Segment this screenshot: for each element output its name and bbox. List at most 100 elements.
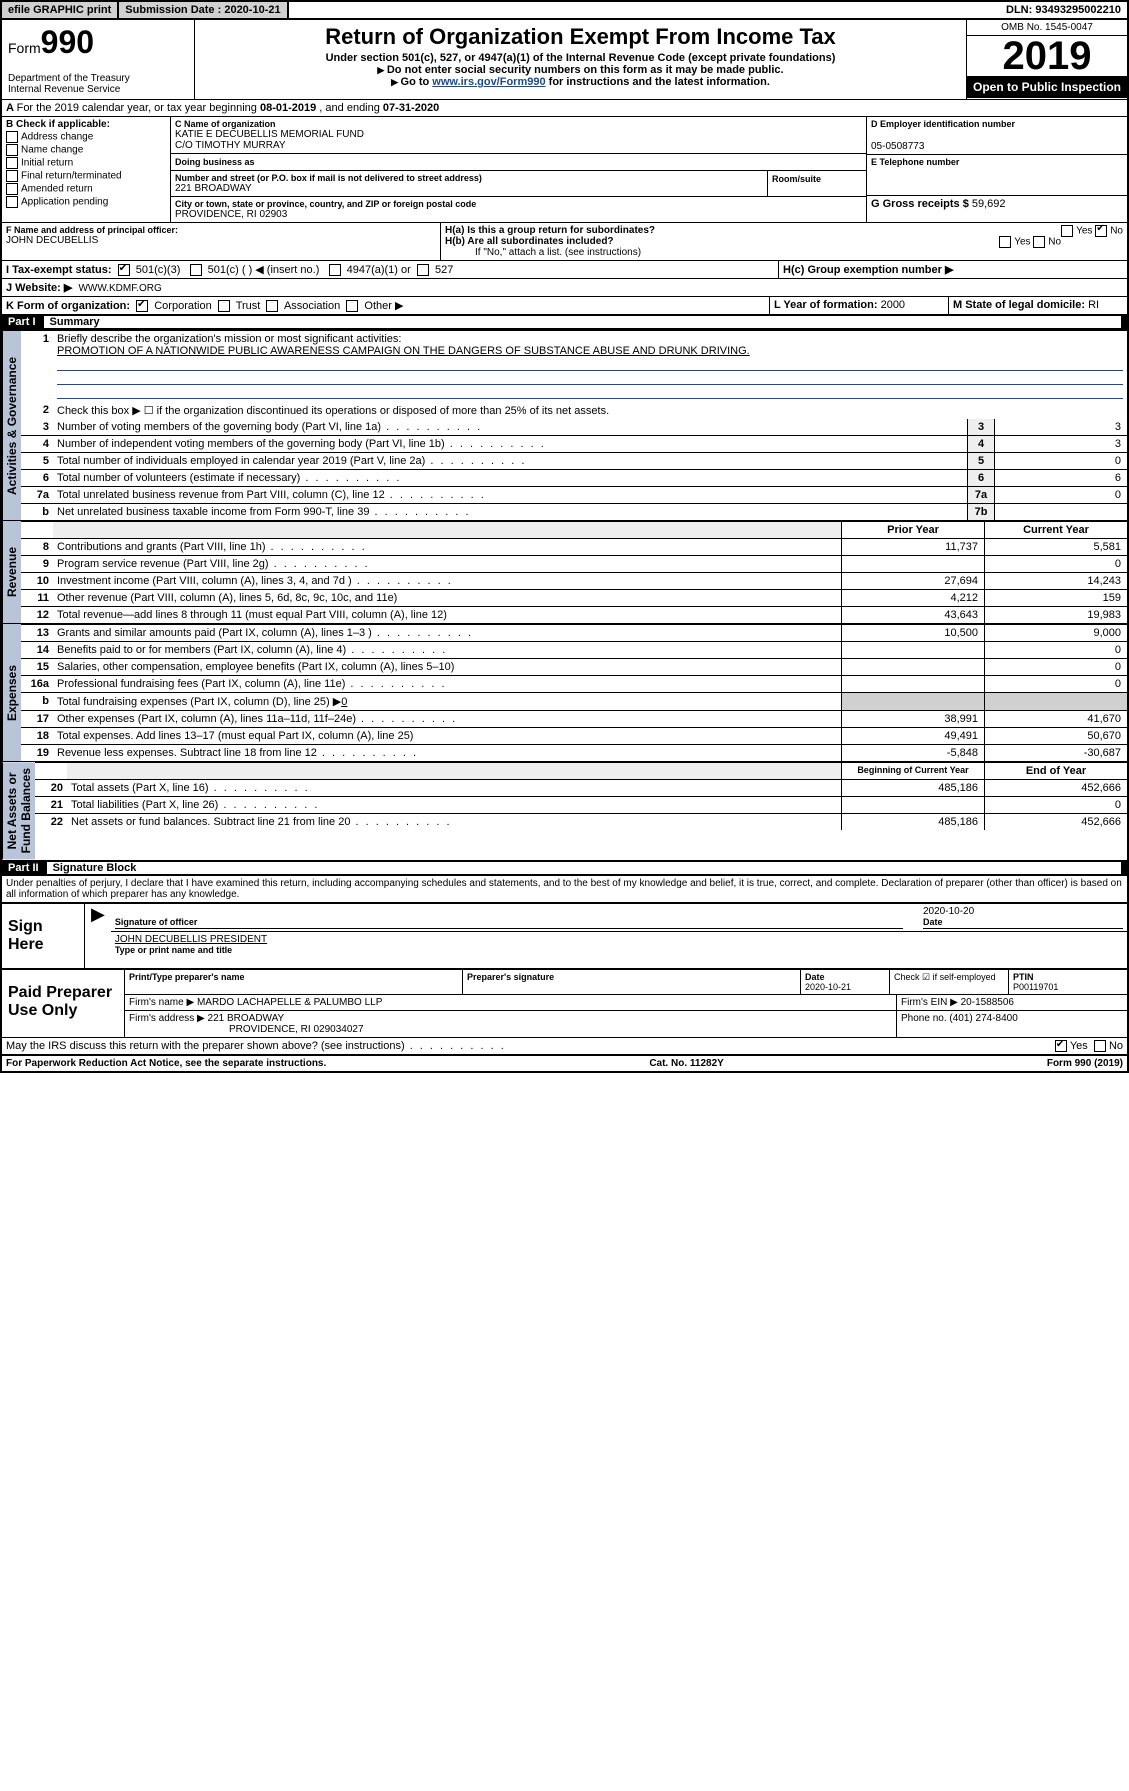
org-name: KATIE E DECUBELLIS MEMORIAL FUND <box>175 129 862 140</box>
paid-preparer-block: Paid Preparer Use Only Print/Type prepar… <box>2 968 1127 1037</box>
toolbar-spacer <box>289 2 1000 18</box>
p16a <box>841 676 984 692</box>
form990-link[interactable]: www.irs.gov/Form990 <box>432 76 545 88</box>
officer-group-row: F Name and address of principal officer:… <box>2 222 1127 260</box>
chk-address-change[interactable]: Address change <box>6 131 166 143</box>
chk-amended-return[interactable]: Amended return <box>6 183 166 195</box>
cat-no: Cat. No. 11282Y <box>649 1058 723 1069</box>
c11: 159 <box>984 590 1127 606</box>
p12: 43,643 <box>841 607 984 623</box>
c13: 9,000 <box>984 625 1127 641</box>
self-employed-check[interactable]: Check ☑ if self-employed <box>890 970 1009 994</box>
firm-ein: 20-1588506 <box>961 997 1014 1008</box>
c21: 0 <box>984 797 1127 813</box>
org-city: PROVIDENCE, RI 02903 <box>175 209 862 220</box>
discuss-row: May the IRS discuss this return with the… <box>2 1037 1127 1054</box>
chk-final-return[interactable]: Final return/terminated <box>6 170 166 182</box>
p11: 4,212 <box>841 590 984 606</box>
c14: 0 <box>984 642 1127 658</box>
c19: -30,687 <box>984 745 1127 761</box>
chk-501c3[interactable] <box>118 264 130 276</box>
header-right: OMB No. 1545-0047 2019 Open to Public In… <box>966 20 1127 99</box>
form-footer: For Paperwork Reduction Act Notice, see … <box>2 1054 1127 1071</box>
pra-notice: For Paperwork Reduction Act Notice, see … <box>6 1058 326 1069</box>
chk-501c[interactable] <box>190 264 202 276</box>
side-net: Net Assets or Fund Balances <box>2 762 35 859</box>
side-expenses: Expenses <box>2 624 21 761</box>
chk-other[interactable] <box>346 300 358 312</box>
dln-label: DLN: <box>1006 4 1032 16</box>
form-ref: Form 990 (2019) <box>1047 1058 1123 1069</box>
c20: 452,666 <box>984 780 1127 796</box>
year-formation: 2000 <box>881 299 905 311</box>
efile-print-button[interactable]: efile GRAPHIC print <box>2 2 119 18</box>
org-street: 221 BROADWAY <box>175 183 763 194</box>
expenses-section: Expenses 13Grants and similar amounts pa… <box>2 623 1127 761</box>
c22: 452,666 <box>984 814 1127 830</box>
p15 <box>841 659 984 675</box>
governance-section: Activities & Governance 1 Briefly descri… <box>2 330 1127 520</box>
dln-cell: DLN: 93493295002210 <box>1000 2 1127 18</box>
h-b-note: If "No," attach a list. (see instruction… <box>445 247 1123 258</box>
firm-name: MARDO LACHAPELLE & PALUMBO LLP <box>197 997 382 1008</box>
discuss-yes[interactable] <box>1055 1040 1067 1052</box>
chk-name-change[interactable]: Name change <box>6 144 166 156</box>
state-domicile: RI <box>1088 299 1099 311</box>
discuss-no[interactable] <box>1094 1040 1106 1052</box>
submission-date-value: 2020-10-21 <box>224 4 280 16</box>
gross-receipts: 59,692 <box>972 198 1006 210</box>
box-deg: D Employer identification number 05-0508… <box>867 117 1127 222</box>
sign-here-block: Sign Here ▶ Signature of officer 2020-10… <box>2 902 1127 968</box>
c8: 5,581 <box>984 539 1127 555</box>
p14 <box>841 642 984 658</box>
val-7b <box>994 504 1127 520</box>
chk-corp[interactable] <box>136 300 148 312</box>
principal-officer: JOHN DECUBELLIS <box>6 235 436 246</box>
subtitle-2: Do not enter social security numbers on … <box>201 64 960 76</box>
p8: 11,737 <box>841 539 984 555</box>
part-1-bar: Part ISummary <box>2 314 1127 330</box>
p10: 27,694 <box>841 573 984 589</box>
header-middle: Return of Organization Exempt From Incom… <box>195 20 966 99</box>
c17: 41,670 <box>984 711 1127 727</box>
h-b: H(b) Are all subordinates included? Yes … <box>445 236 1123 247</box>
firm-phone: (401) 274-8400 <box>949 1013 1017 1024</box>
firm-city: PROVIDENCE, RI 029034027 <box>129 1024 364 1035</box>
form-number: Form990 <box>8 24 188 61</box>
c15: 0 <box>984 659 1127 675</box>
p17: 38,991 <box>841 711 984 727</box>
subtitle-3: Go to www.irs.gov/Form990 for instructio… <box>201 76 960 88</box>
side-revenue: Revenue <box>2 521 21 623</box>
org-type-row: K Form of organization: Corporation Trus… <box>2 296 1127 314</box>
period-row: A For the 2019 calendar year, or tax yea… <box>2 99 1127 116</box>
c12: 19,983 <box>984 607 1127 623</box>
chk-application-pending[interactable]: Application pending <box>6 196 166 208</box>
dln-value: 93493295002210 <box>1035 4 1121 16</box>
p19: -5,848 <box>841 745 984 761</box>
p18: 49,491 <box>841 728 984 744</box>
net-assets-section: Net Assets or Fund Balances Beginning of… <box>2 761 1127 859</box>
box-b: B Check if applicable: Address change Na… <box>2 117 171 222</box>
part-2-bar: Part IISignature Block <box>2 860 1127 876</box>
perjury-declaration: Under penalties of perjury, I declare th… <box>2 876 1127 902</box>
subtitle-1: Under section 501(c), 527, or 4947(a)(1)… <box>201 52 960 64</box>
val-3: 3 <box>994 419 1127 435</box>
sign-arrow-icon: ▶ <box>85 904 111 968</box>
form-title: Return of Organization Exempt From Incom… <box>201 24 960 50</box>
p21 <box>841 797 984 813</box>
c10: 14,243 <box>984 573 1127 589</box>
chk-initial-return[interactable]: Initial return <box>6 157 166 169</box>
ein: 05-0508773 <box>871 141 1123 152</box>
top-toolbar: efile GRAPHIC print Submission Date : 20… <box>0 0 1129 20</box>
chk-trust[interactable] <box>218 300 230 312</box>
c9: 0 <box>984 556 1127 572</box>
open-to-public: Open to Public Inspection <box>967 76 1127 98</box>
chk-527[interactable] <box>417 264 429 276</box>
website-row: J Website: ▶ WWW.KDMF.ORG <box>2 278 1127 296</box>
chk-4947[interactable] <box>329 264 341 276</box>
p9 <box>841 556 984 572</box>
submission-date-button[interactable]: Submission Date : 2020-10-21 <box>119 2 288 18</box>
chk-assoc[interactable] <box>266 300 278 312</box>
prep-date: 2020-10-21 <box>805 982 851 992</box>
dept-treasury: Department of the Treasury Internal Reve… <box>8 73 188 95</box>
